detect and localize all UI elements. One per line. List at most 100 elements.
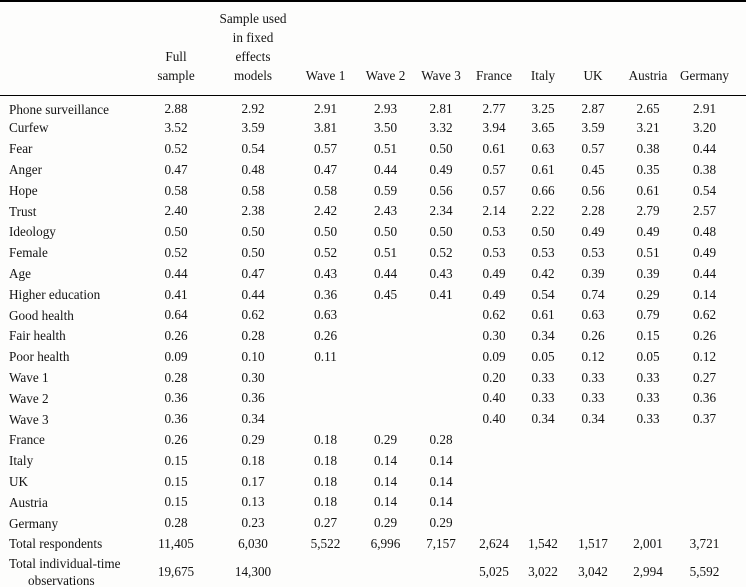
value-cell: 0.48 [692,224,717,240]
value-cell: 0.49 [581,224,605,240]
value-cell: 0.52 [164,140,188,156]
value-cell: 3.59 [241,120,265,136]
table-row: Age 0.44 0.47 0.43 0.44 0.43 0.49 0.42 0.39 0.39 0… [0,263,746,284]
value-cell: 0.36 [241,390,265,406]
value-cell: 2.38 [241,203,265,219]
value-cell [520,492,566,513]
value-cell [357,554,414,587]
value-cell [357,326,414,347]
table-row: Wave 2 0.36 0.36 0.40 0.33 0.33 0.33 0.36 [0,388,746,409]
row-label: Ideology [9,224,56,240]
value-cell [357,346,414,367]
value-cell [414,305,468,326]
value-cell: 0.58 [313,182,338,198]
value-cell: 0.59 [373,182,398,198]
row-label: Good health [9,307,74,323]
row-label: Phone surveillance [9,101,109,117]
table-row: Wave 1 0.28 0.30 0.20 0.33 0.33 0.33 0.27 [0,367,746,388]
value-cell: 0.47 [313,161,338,177]
row-label: Anger [9,162,42,178]
value-cell: 0.34 [531,411,555,427]
column-header: Germany [676,1,746,96]
value-cell: 2.40 [164,203,188,219]
value-cell: 0.50 [531,224,555,240]
column-header: Wave 3 [414,1,468,96]
value-cell: 0.44 [692,265,717,281]
value-cell: 0.14 [429,473,453,489]
value-cell: 0.29 [373,515,398,531]
value-cell: 0.33 [636,369,660,385]
value-cell: 0.33 [581,390,605,406]
value-cell: 0.51 [373,244,398,260]
row-label: Age [9,266,31,282]
table-header: Full sample Sample used in fixed effects … [0,1,746,96]
table-row: Italy 0.15 0.18 0.18 0.14 0.14 [0,450,746,471]
value-cell: 0.44 [164,265,188,281]
column-header: Wave 2 [357,1,414,96]
value-cell: 0.62 [692,307,717,323]
value-cell: 0.14 [692,286,717,302]
value-cell: 0.14 [429,494,453,510]
value-cell: 0.49 [692,244,717,260]
value-cell: 0.34 [581,411,605,427]
value-cell: 2.92 [241,101,265,117]
value-cell: 0.52 [429,244,453,260]
value-cell: 0.63 [581,307,605,323]
value-cell [294,554,357,587]
value-cell: 0.50 [313,224,338,240]
value-cell: 0.15 [164,494,188,510]
row-label: Fear [9,141,33,157]
value-cell [414,346,468,367]
row-label: Wave 2 [9,390,49,406]
value-cell [520,513,566,534]
value-cell: 0.05 [531,348,555,364]
value-cell: 0.38 [636,140,660,156]
value-cell: 0.29 [373,432,398,448]
value-cell: 0.28 [241,328,265,344]
value-cell: 0.29 [429,515,453,531]
value-cell: 0.54 [692,182,717,198]
value-cell: 0.58 [164,182,188,198]
value-cell: 3.52 [164,120,188,136]
value-cell: 0.57 [482,161,506,177]
row-label: Hope [9,182,38,198]
value-cell: 0.53 [482,244,506,260]
value-cell: 0.18 [313,432,338,448]
column-header: Full sample [140,1,212,96]
table-row: Higher education 0.41 0.44 0.36 0.45 0.41 0.49… [0,284,746,305]
value-cell [676,513,746,534]
row-label: Female [9,245,48,261]
value-cell: 0.40 [482,411,506,427]
value-cell: 0.44 [373,265,398,281]
value-cell: 0.62 [241,307,265,323]
row-label: Austria [9,494,48,510]
value-cell: 0.05 [636,348,660,364]
value-cell [620,430,676,451]
value-cell: 2,994 [633,563,663,579]
table-row: Female 0.52 0.50 0.52 0.51 0.52 0.53 0.53 0.53 0.… [0,242,746,263]
value-cell: 0.34 [531,328,555,344]
value-cell: 2.34 [429,203,453,219]
value-cell: 2.57 [692,203,717,219]
value-cell: 0.42 [531,265,555,281]
value-cell [566,471,620,492]
value-cell: 0.53 [581,244,605,260]
value-cell: 7,157 [426,536,456,552]
value-cell: 0.49 [636,224,660,240]
value-cell: 0.30 [241,369,265,385]
value-cell [294,388,357,409]
value-cell: 3,022 [528,563,558,579]
value-cell: 0.14 [373,452,398,468]
value-cell: 0.49 [429,161,453,177]
table-row: Total individual-time observations 19,675… [0,554,746,587]
value-cell: 0.28 [429,432,453,448]
value-cell: 0.36 [164,390,188,406]
value-cell: 5,592 [689,563,720,579]
value-cell: 0.61 [531,307,555,323]
value-cell [620,513,676,534]
value-cell [414,554,468,587]
value-cell: 0.29 [636,286,660,302]
value-cell [676,492,746,513]
value-cell [414,367,468,388]
